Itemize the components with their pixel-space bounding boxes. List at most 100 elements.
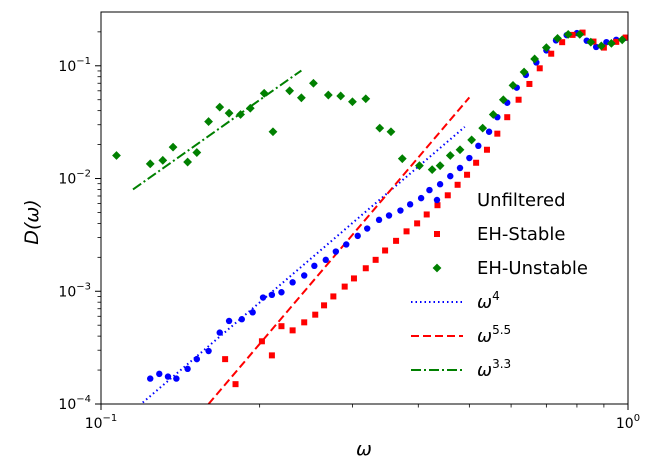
- data-point: [427, 165, 437, 174]
- legend-label: EH-Unstable: [477, 258, 588, 279]
- data-point: [364, 225, 371, 232]
- data-point: [403, 228, 410, 235]
- data-point: [434, 202, 441, 209]
- data-point: [268, 352, 275, 359]
- data-point: [311, 262, 318, 270]
- data-point: [238, 316, 245, 323]
- data-point: [456, 164, 464, 172]
- data-point: [504, 114, 511, 121]
- data-point: [330, 293, 337, 300]
- plot-area: [112, 29, 628, 404]
- data-point: [393, 237, 400, 244]
- data-point: [548, 50, 555, 57]
- data-point: [168, 142, 178, 152]
- data-point: [426, 186, 433, 194]
- data-point: [498, 95, 508, 105]
- data-point: [312, 311, 319, 318]
- data-point: [575, 29, 585, 39]
- data-point: [205, 347, 212, 355]
- x-axis-label: ω: [356, 438, 372, 460]
- data-point: [301, 319, 308, 326]
- data-point: [249, 309, 256, 316]
- data-point: [596, 41, 606, 51]
- legend-label: ω4: [477, 289, 500, 313]
- data-point: [445, 151, 455, 160]
- data-point: [436, 181, 444, 188]
- data-point: [222, 356, 229, 363]
- data-point: [173, 375, 180, 382]
- data-point: [245, 103, 255, 113]
- data-point: [332, 248, 340, 255]
- data-point: [268, 291, 276, 299]
- data-point: [563, 29, 573, 39]
- data-point: [494, 130, 501, 137]
- data-point: [296, 93, 306, 103]
- legend-label: ω3.3: [477, 357, 511, 381]
- data-point: [322, 256, 329, 264]
- data-point: [321, 302, 328, 309]
- data-point: [285, 86, 295, 96]
- data-point: [192, 148, 202, 157]
- data-point: [579, 29, 586, 36]
- y-tick-label: 10−4: [58, 394, 91, 413]
- data-point: [354, 232, 361, 240]
- data-point: [158, 155, 168, 165]
- data-point: [464, 171, 471, 178]
- data-point: [447, 172, 454, 180]
- data-point: [224, 108, 234, 118]
- data-point: [350, 275, 357, 282]
- data-point: [417, 194, 425, 202]
- fit-line-dotted: [142, 126, 466, 404]
- data-point: [617, 35, 627, 45]
- data-point: [183, 157, 193, 167]
- data-point: [204, 117, 213, 126]
- data-point: [289, 327, 296, 334]
- legend-marker: [432, 263, 442, 273]
- data-point: [309, 78, 318, 88]
- data-point: [475, 142, 482, 150]
- series-unfiltered: [147, 29, 628, 382]
- data-point: [515, 96, 522, 103]
- data-point: [259, 88, 269, 98]
- data-point: [553, 33, 562, 43]
- data-point: [259, 294, 267, 301]
- data-point: [301, 272, 308, 279]
- data-point: [215, 102, 225, 112]
- data-point: [278, 323, 285, 330]
- data-point: [236, 110, 245, 119]
- y-axis-label: D(ω): [21, 199, 43, 244]
- data-point: [526, 80, 533, 87]
- data-point: [348, 97, 357, 107]
- data-point: [606, 38, 616, 48]
- data-point: [372, 256, 379, 263]
- data-point: [613, 38, 620, 45]
- data-point: [478, 123, 488, 133]
- data-point: [289, 279, 296, 286]
- data-point: [466, 154, 473, 162]
- legend: Unfiltered EH-Stable EH-Unstable ω4 ω5.5 ω3.3: [411, 190, 588, 381]
- data-point: [397, 207, 404, 214]
- axes: 10−1 100 10−4 10−3 10−2 10−1: [58, 11, 640, 432]
- x-tick-label: 100: [616, 413, 640, 432]
- fit-line-dashdot: [132, 69, 302, 191]
- data-point: [541, 43, 551, 52]
- data-point: [444, 192, 451, 199]
- y-tick-label: 10−1: [58, 56, 91, 75]
- data-point: [184, 365, 191, 373]
- data-point: [375, 123, 385, 133]
- data-point: [559, 39, 566, 46]
- data-point: [488, 110, 498, 119]
- data-point: [536, 65, 543, 72]
- data-point: [216, 329, 223, 336]
- y-tick-label: 10−3: [58, 281, 91, 300]
- data-point: [467, 135, 477, 145]
- data-point: [435, 161, 445, 171]
- data-point: [385, 212, 393, 219]
- legend-label: Unfiltered: [477, 190, 566, 211]
- legend-marker: [434, 231, 440, 237]
- data-point: [341, 283, 348, 290]
- data-point: [473, 159, 480, 166]
- legend-marker: [433, 196, 441, 204]
- series-eh-unstable: [112, 29, 627, 174]
